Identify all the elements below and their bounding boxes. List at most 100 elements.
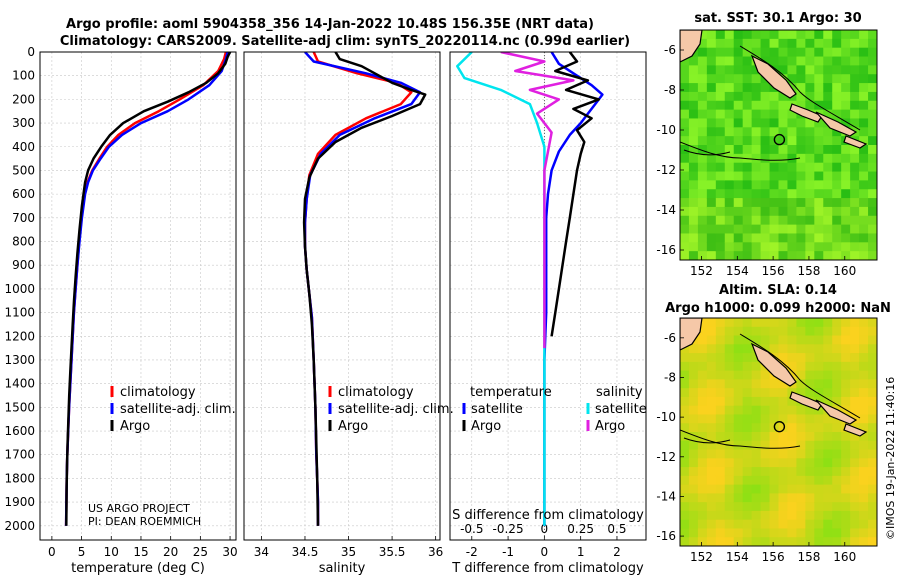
- sla-map-panel: Altim. SLA: 0.14 Argo h1000: 0.099 h2000…: [656, 283, 890, 564]
- heatmap-cell: [742, 449, 753, 459]
- heatmap-cell: [841, 118, 851, 128]
- heatmap-cell: [787, 251, 797, 260]
- heatmap-cell: [814, 136, 824, 146]
- heatmap-cell: [724, 405, 735, 416]
- heatmap-cell: [787, 206, 797, 217]
- heatmap-cell: [805, 189, 815, 199]
- x-tick-label: 34.5: [292, 545, 319, 559]
- heatmap-cell: [760, 432, 771, 442]
- heatmap-cell: [697, 224, 708, 235]
- heatmap-cell: [814, 519, 824, 530]
- heatmap-cell: [706, 432, 717, 442]
- heatmap-cell: [688, 484, 699, 494]
- heatmap-cell: [850, 484, 860, 494]
- y-tick-label: 300: [12, 116, 35, 130]
- heatmap-cell: [787, 335, 797, 345]
- heatmap-cell: [796, 361, 806, 372]
- heatmap-cell: [697, 198, 708, 208]
- heatmap-cell: [751, 388, 762, 398]
- heatmap-cell: [859, 475, 869, 486]
- series-line-satellite-adj-clim-: [64, 52, 229, 526]
- heatmap-cell: [769, 467, 780, 477]
- heatmap-cell: [841, 370, 851, 380]
- heatmap-cell: [760, 388, 771, 398]
- heatmap-cell: [680, 109, 690, 120]
- heatmap-cell: [697, 475, 708, 486]
- heatmap-cell: [814, 83, 824, 93]
- heatmap-cell: [859, 118, 869, 128]
- heatmap-cell: [742, 30, 753, 40]
- heatmap-cell: [868, 467, 877, 477]
- heatmap-cell: [814, 379, 824, 389]
- heatmap-cell: [769, 91, 780, 102]
- heatmap-cell: [760, 136, 771, 146]
- heatmap-cell: [697, 171, 708, 181]
- heatmap-cell: [859, 189, 869, 199]
- heatmap-cell: [832, 242, 842, 252]
- heatmap-cell: [805, 30, 815, 40]
- heatmap-cell: [742, 47, 753, 58]
- heatmap-cell: [868, 38, 877, 49]
- heatmap-cell: [751, 251, 762, 260]
- heatmap-cell: [841, 528, 851, 538]
- heatmap-cell: [787, 484, 797, 494]
- heatmap-cell: [868, 414, 877, 424]
- heatmap-cell: [850, 326, 860, 337]
- heatmap-cell: [778, 242, 789, 252]
- heatmap-cell: [706, 83, 717, 93]
- map-x-tick-label: 158: [797, 550, 820, 564]
- heatmap-cell: [688, 91, 699, 102]
- heatmap-cell: [760, 326, 771, 337]
- heatmap-cell: [769, 189, 780, 199]
- heatmap-cell: [688, 440, 699, 451]
- heatmap-cell: [814, 528, 824, 538]
- heatmap-cell: [751, 458, 762, 468]
- heatmap-cell: [859, 318, 869, 328]
- heatmap-cell: [769, 206, 780, 217]
- x-tick-label: 25: [193, 545, 208, 559]
- heatmap-cell: [796, 344, 806, 354]
- map-x-tick-label: 160: [833, 550, 856, 564]
- heatmap-cell: [805, 440, 815, 451]
- heatmap-cell: [733, 242, 744, 252]
- heatmap-cell: [832, 127, 842, 137]
- y-tick-label: 400: [12, 140, 35, 154]
- heatmap-cell: [697, 74, 708, 84]
- heatmap-cell: [688, 467, 699, 477]
- y-tick-label: 700: [12, 211, 35, 225]
- heatmap-cell: [697, 215, 708, 226]
- heatmap-cell: [680, 361, 690, 372]
- heatmap-cell: [859, 224, 869, 235]
- heatmap-cell: [697, 405, 708, 416]
- heatmap-cell: [850, 344, 860, 354]
- heatmap-cell: [859, 388, 869, 398]
- heatmap-cell: [805, 318, 815, 328]
- heatmap-cell: [724, 224, 735, 235]
- heatmap-cell: [850, 335, 860, 345]
- heatmap-cell: [814, 414, 824, 424]
- heatmap-cell: [697, 56, 708, 66]
- heatmap-cell: [751, 493, 762, 503]
- heatmap-cell: [814, 449, 824, 459]
- heatmap-cell: [796, 519, 806, 530]
- heatmap-cell: [751, 74, 762, 84]
- heatmap-cell: [778, 432, 789, 442]
- heatmap-cell: [832, 233, 842, 243]
- heatmap-cell: [841, 171, 851, 181]
- heatmap-cell: [697, 519, 708, 530]
- heatmap-cell: [805, 502, 815, 512]
- heatmap-cell: [769, 502, 780, 512]
- heatmap-cell: [814, 537, 824, 546]
- heatmap-cell: [760, 379, 771, 389]
- heatmap-cell: [742, 38, 753, 49]
- heatmap-cell: [796, 145, 806, 155]
- heatmap-cell: [733, 145, 744, 155]
- heatmap-cell: [715, 414, 726, 424]
- heatmap-cell: [760, 242, 771, 252]
- heatmap-cell: [715, 198, 726, 208]
- heatmap-cell: [859, 56, 869, 66]
- heatmap-cell: [778, 189, 789, 199]
- heatmap-cell: [832, 370, 842, 380]
- heatmap-cell: [805, 180, 815, 190]
- heatmap-cell: [715, 38, 726, 49]
